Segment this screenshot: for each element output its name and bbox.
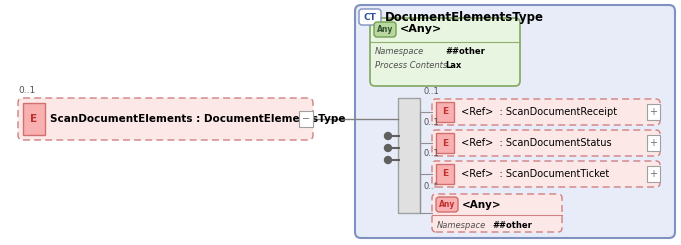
Text: Namespace: Namespace bbox=[437, 220, 486, 230]
Bar bbox=[398, 98, 420, 213]
Text: <Any>: <Any> bbox=[462, 199, 502, 209]
FancyBboxPatch shape bbox=[355, 5, 675, 238]
Text: +: + bbox=[650, 169, 657, 179]
Text: Any: Any bbox=[439, 200, 455, 209]
Text: <Ref>  : ScanDocumentReceipt: <Ref> : ScanDocumentReceipt bbox=[458, 107, 617, 117]
Text: 0..1: 0..1 bbox=[423, 149, 439, 158]
Bar bbox=[23, 103, 45, 135]
Bar bbox=[436, 102, 454, 122]
Circle shape bbox=[385, 157, 392, 163]
Text: Namespace: Namespace bbox=[375, 48, 424, 57]
Text: −: − bbox=[302, 114, 310, 124]
Circle shape bbox=[385, 145, 392, 151]
FancyBboxPatch shape bbox=[432, 99, 660, 125]
FancyBboxPatch shape bbox=[432, 161, 660, 187]
Text: E: E bbox=[442, 108, 448, 117]
FancyBboxPatch shape bbox=[18, 98, 313, 140]
Text: <Ref>  : ScanDocumentTicket: <Ref> : ScanDocumentTicket bbox=[458, 169, 609, 179]
Circle shape bbox=[385, 133, 392, 139]
Bar bbox=[647, 104, 660, 120]
Text: <Ref>  : ScanDocumentStatus: <Ref> : ScanDocumentStatus bbox=[458, 138, 612, 148]
Text: E: E bbox=[442, 170, 448, 179]
Text: 0..*: 0..* bbox=[423, 182, 438, 191]
Text: Lax: Lax bbox=[445, 61, 461, 70]
Text: ##other: ##other bbox=[445, 48, 485, 57]
Text: ##other: ##other bbox=[492, 220, 532, 230]
FancyBboxPatch shape bbox=[432, 130, 660, 156]
Bar bbox=[436, 164, 454, 184]
FancyBboxPatch shape bbox=[374, 22, 396, 37]
Text: 0..1: 0..1 bbox=[423, 87, 439, 96]
Text: ScanDocumentElements : DocumentElementsType: ScanDocumentElements : DocumentElementsT… bbox=[50, 114, 345, 124]
FancyBboxPatch shape bbox=[436, 197, 458, 212]
Text: +: + bbox=[650, 138, 657, 148]
Text: E: E bbox=[31, 114, 37, 124]
Text: +: + bbox=[650, 107, 657, 117]
Text: DocumentElementsType: DocumentElementsType bbox=[385, 11, 544, 24]
Bar bbox=[647, 135, 660, 151]
Text: Process Contents: Process Contents bbox=[375, 61, 447, 70]
Bar bbox=[436, 133, 454, 153]
FancyBboxPatch shape bbox=[432, 194, 562, 232]
Text: Any: Any bbox=[377, 25, 393, 34]
Text: 0..1: 0..1 bbox=[423, 118, 439, 127]
Text: E: E bbox=[442, 138, 448, 147]
Text: CT: CT bbox=[364, 12, 377, 22]
FancyBboxPatch shape bbox=[370, 18, 520, 86]
Bar bbox=[299, 111, 313, 127]
Text: <Any>: <Any> bbox=[400, 24, 442, 35]
FancyBboxPatch shape bbox=[359, 9, 381, 25]
Bar bbox=[647, 166, 660, 182]
Text: 0..1: 0..1 bbox=[18, 86, 35, 95]
